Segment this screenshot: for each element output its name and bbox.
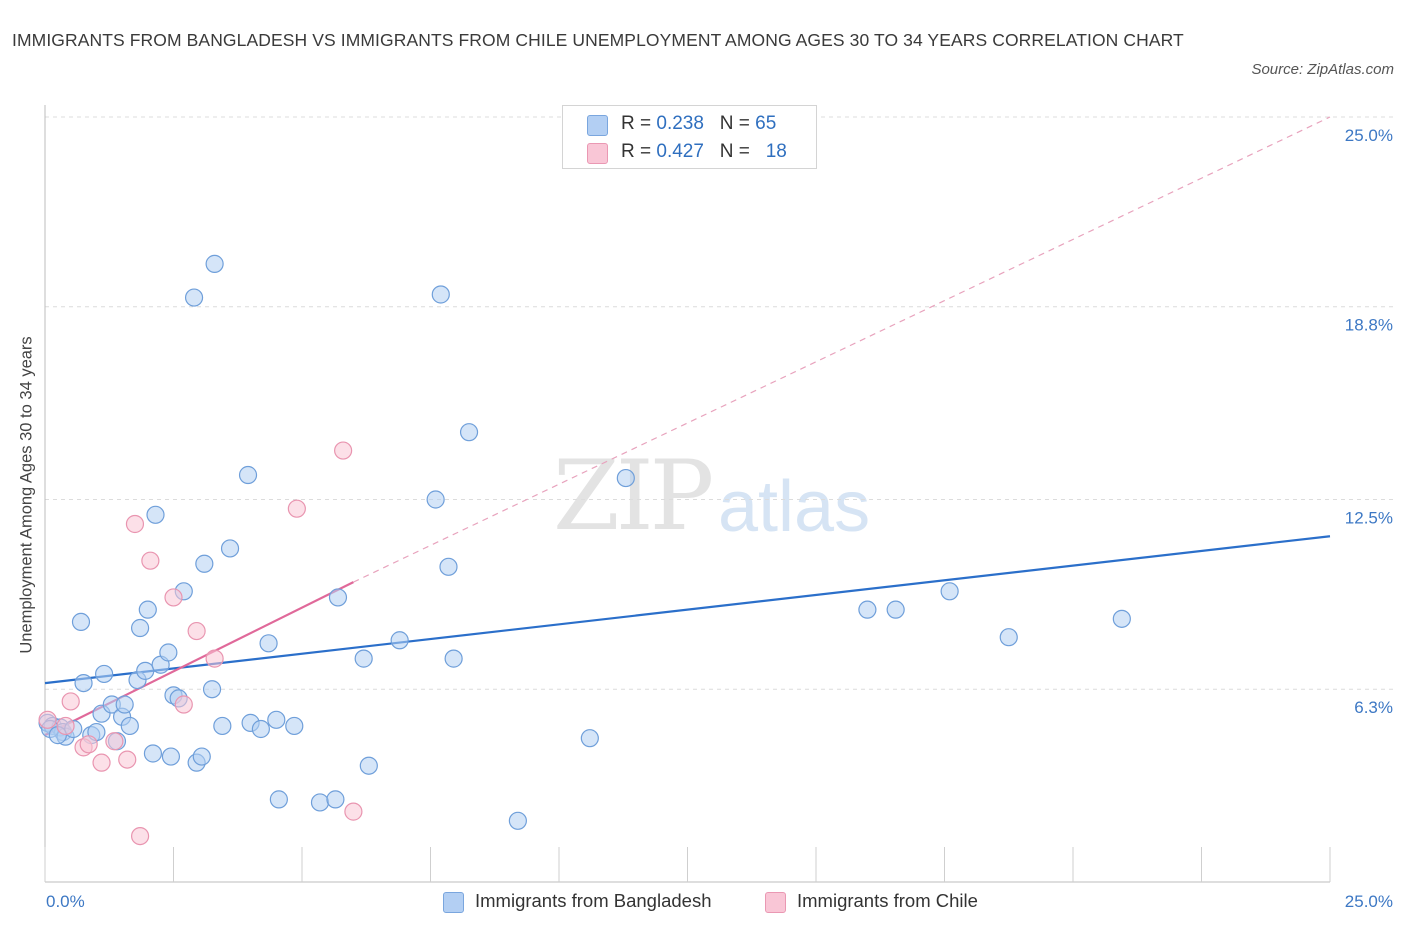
point-bangladesh: [886, 600, 905, 619]
point-bangladesh: [267, 710, 286, 729]
trend-line-bangladesh: [44, 535, 1331, 685]
point-bangladesh: [328, 588, 348, 607]
point-bangladesh: [195, 554, 214, 573]
point-bangladesh: [184, 288, 204, 307]
point-bangladesh: [159, 643, 178, 662]
point-chile: [141, 551, 160, 570]
point-bangladesh: [220, 539, 240, 558]
point-bangladesh: [143, 744, 163, 763]
point-chile: [164, 588, 183, 607]
point-bangladesh: [459, 423, 479, 442]
point-chile: [61, 692, 80, 711]
x-tick-label: 0.0%: [46, 892, 85, 911]
legend-r-value: 0.427: [656, 141, 704, 162]
data-points: [38, 254, 1131, 846]
bottom-legend-swatch-chile: [765, 892, 786, 913]
point-bangladesh: [444, 649, 463, 668]
point-bangladesh: [161, 747, 181, 766]
correlation-legend: R = 0.238 N = 65 R = 0.427 N = 18: [562, 105, 817, 169]
legend-swatch-bangladesh: [587, 115, 608, 136]
point-bangladesh: [205, 254, 224, 273]
point-bangladesh: [74, 673, 93, 693]
point-bangladesh: [940, 582, 959, 601]
x-tick-label: 25.0%: [1345, 892, 1393, 911]
point-bangladesh: [259, 634, 278, 653]
bottom-legend-label-chile: Immigrants from Chile: [797, 890, 978, 911]
point-bangladesh: [508, 811, 527, 830]
point-bangladesh: [138, 600, 157, 619]
point-bangladesh: [71, 612, 91, 632]
legend-n-value: 18: [765, 141, 787, 162]
y-tick-label: 6.3%: [1354, 698, 1393, 717]
legend-n-label: N =: [719, 141, 756, 162]
point-bangladesh: [426, 490, 445, 509]
y-tick-label: 12.5%: [1345, 509, 1393, 528]
point-bangladesh: [136, 661, 155, 680]
legend-swatch-chile: [587, 143, 608, 164]
point-bangladesh: [202, 680, 222, 699]
legend-r-label: R =: [621, 113, 657, 134]
point-bangladesh: [616, 468, 635, 488]
point-chile: [187, 621, 206, 641]
trend-line-chile-extension: [353, 116, 1331, 583]
point-chile: [56, 716, 75, 736]
point-bangladesh: [146, 505, 165, 524]
point-bangladesh: [439, 557, 458, 576]
legend-r-label: R =: [621, 141, 657, 162]
legend-n-label: N =: [719, 113, 756, 134]
point-chile: [92, 753, 111, 772]
point-bangladesh: [999, 628, 1018, 647]
point-chile: [344, 802, 363, 821]
watermark-zip: ZIP: [553, 440, 714, 552]
axes: [44, 105, 1331, 883]
point-bangladesh: [238, 465, 258, 485]
point-bangladesh: [115, 695, 134, 714]
bottom-legend-label-bangladesh: Immigrants from Bangladesh: [475, 890, 712, 911]
point-bangladesh: [130, 618, 150, 638]
chart-title: IMMIGRANTS FROM BANGLADESH VS IMMIGRANTS…: [12, 30, 1184, 50]
trend-lines: [44, 116, 1331, 737]
point-bangladesh: [354, 649, 373, 668]
point-bangladesh: [285, 716, 304, 736]
point-bangladesh: [251, 719, 270, 739]
watermark-atlas: atlas: [718, 467, 871, 547]
point-bangladesh: [326, 790, 345, 809]
point-bangladesh: [213, 716, 232, 736]
tick-labels: 6.3% 12.5% 18.8% 25.0% 0.0% 25.0%: [46, 126, 1393, 911]
point-chile: [38, 710, 57, 729]
y-tick-label: 25.0%: [1345, 126, 1393, 145]
point-chile: [174, 695, 193, 714]
y-tick-label: 18.8%: [1345, 316, 1393, 335]
trend-line-chile: [44, 581, 354, 737]
source-label: Source: ZipAtlas.com: [1251, 61, 1394, 78]
point-bangladesh: [580, 729, 599, 748]
point-bangladesh: [390, 631, 409, 650]
point-bangladesh: [120, 716, 139, 736]
point-chile: [205, 649, 224, 668]
point-bangladesh: [431, 285, 450, 304]
point-bangladesh: [1112, 609, 1131, 628]
bottom-legend-swatch-bangladesh: [443, 892, 464, 913]
point-chile: [79, 735, 98, 754]
point-chile: [118, 750, 137, 769]
point-bangladesh: [359, 756, 378, 775]
point-chile: [105, 732, 124, 751]
point-bangladesh: [192, 747, 211, 766]
point-bangladesh: [269, 790, 288, 809]
legend-r-value: 0.238: [656, 113, 704, 134]
point-chile: [130, 826, 150, 846]
legend-n-value: 65: [755, 113, 777, 134]
point-chile: [287, 499, 306, 518]
point-bangladesh: [858, 600, 877, 619]
point-bangladesh: [310, 793, 330, 812]
point-chile: [334, 441, 353, 460]
point-bangladesh: [95, 664, 114, 684]
point-chile: [125, 514, 145, 534]
grid-lines: [45, 116, 1395, 690]
